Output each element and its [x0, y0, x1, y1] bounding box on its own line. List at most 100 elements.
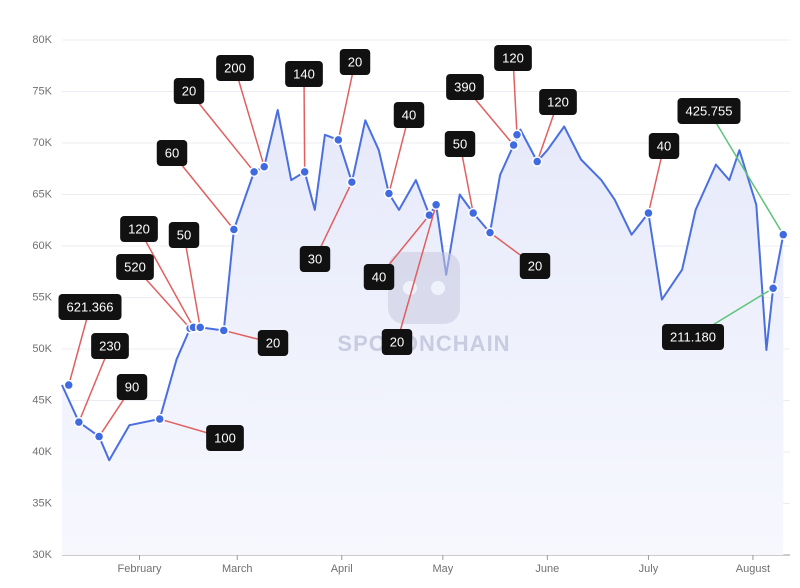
callout-box	[285, 61, 323, 87]
annotation-point	[194, 322, 206, 333]
annotation-point	[228, 224, 240, 235]
callout-box	[116, 374, 148, 400]
callout-box	[393, 102, 425, 128]
y-tick-label: 70K	[32, 137, 52, 149]
connector	[68, 306, 91, 386]
y-tick-label: 45K	[32, 394, 52, 406]
price-line	[61, 109, 785, 462]
callout-box	[168, 222, 200, 248]
annotation-point	[511, 129, 523, 141]
callout-label: 20	[266, 335, 280, 350]
callout-box	[444, 131, 476, 157]
callout-box	[381, 329, 413, 355]
callout-label: 20	[390, 334, 404, 349]
callout-box	[446, 74, 484, 100]
callout-box	[156, 140, 188, 166]
callout-label: 520	[124, 259, 146, 274]
annotation-point	[154, 413, 165, 425]
callout-label: 50	[453, 136, 467, 151]
callout-label: 20	[528, 258, 542, 273]
callout-box	[206, 425, 244, 451]
callout-box	[677, 98, 741, 124]
x-tick-label: February	[118, 563, 163, 575]
y-tick-label: 65K	[32, 188, 52, 200]
callout-label: 120	[547, 94, 569, 109]
callout-box	[539, 89, 577, 115]
callout-label: 200	[224, 60, 246, 75]
annotation-point	[346, 176, 358, 188]
y-tick-label: 50K	[32, 343, 52, 355]
y-tick-label: 60K	[32, 240, 52, 252]
callout-label: 40	[372, 269, 386, 284]
annotation-point	[73, 416, 85, 428]
callout-box	[173, 78, 205, 104]
callout-box	[116, 254, 154, 280]
annotation-point	[218, 325, 230, 336]
callout-label: 40	[657, 138, 671, 153]
y-tick-label: 55K	[32, 291, 52, 303]
callout-label: 621.366	[67, 299, 114, 314]
y-tick-label: 35K	[32, 497, 52, 509]
annotation-point	[258, 161, 270, 172]
annotation-point	[778, 229, 789, 240]
y-tick-label: 75K	[32, 85, 52, 97]
annotation-point	[531, 156, 543, 167]
callout-label: 390	[454, 79, 476, 94]
callout-box	[216, 55, 254, 81]
callout-box	[363, 264, 395, 290]
callout-box	[257, 330, 289, 356]
connector	[303, 73, 306, 172]
connector	[188, 90, 255, 173]
callout-box	[91, 333, 129, 359]
annotation-point	[430, 199, 442, 211]
annotation-point	[63, 379, 74, 391]
connector	[396, 204, 437, 343]
y-tick-label: 30K	[32, 549, 52, 561]
annotation-point	[484, 227, 496, 238]
connector	[234, 67, 265, 167]
callout-box	[58, 294, 122, 320]
x-tick-label: March	[222, 563, 253, 575]
callout-label: 50	[177, 227, 191, 242]
callout-label: 211.180	[670, 329, 716, 344]
callout-label: 120	[128, 221, 150, 236]
y-tick-label: 40K	[32, 446, 52, 458]
annotations: 621.366 230 90 100 520 120 50 20 60 20 200 140 30 20 4…	[58, 45, 789, 451]
annotation-point	[299, 166, 310, 178]
annotation-point	[93, 431, 105, 442]
x-tick-label: July	[639, 563, 659, 575]
callout-box	[339, 49, 371, 75]
callout-box	[648, 133, 680, 159]
callout-label: 140	[293, 66, 315, 81]
x-tick-label: August	[736, 563, 770, 575]
watermark-logo	[388, 252, 460, 324]
callout-label: 100	[214, 430, 236, 445]
callout-box	[519, 253, 551, 279]
callout-label: 230	[99, 338, 121, 353]
x-tick-label: April	[331, 563, 353, 575]
callout-label: 120	[502, 50, 524, 65]
annotation-point	[767, 282, 779, 294]
callout-label: 20	[182, 83, 196, 98]
annotation-point	[383, 188, 395, 199]
callout-label: 20	[348, 54, 362, 69]
connector	[183, 234, 201, 328]
callout-label: 30	[308, 251, 322, 266]
connector	[388, 114, 410, 194]
annotation-point	[248, 166, 260, 178]
annotation-point	[508, 139, 519, 151]
x-tick-label: May	[432, 563, 453, 575]
watermark: SPOTONCHAIN	[337, 331, 510, 356]
y-tick-label: 80K	[32, 34, 52, 46]
annotation-point	[333, 134, 344, 146]
annotation-point	[643, 207, 654, 219]
callout-label: 60	[165, 145, 179, 160]
x-tick-label: June	[535, 563, 559, 575]
callout-box	[299, 246, 331, 272]
callout-label: 40	[402, 107, 416, 122]
callout-box	[120, 216, 158, 242]
callout-box	[494, 45, 532, 71]
connector	[708, 110, 784, 236]
connector	[138, 228, 195, 328]
